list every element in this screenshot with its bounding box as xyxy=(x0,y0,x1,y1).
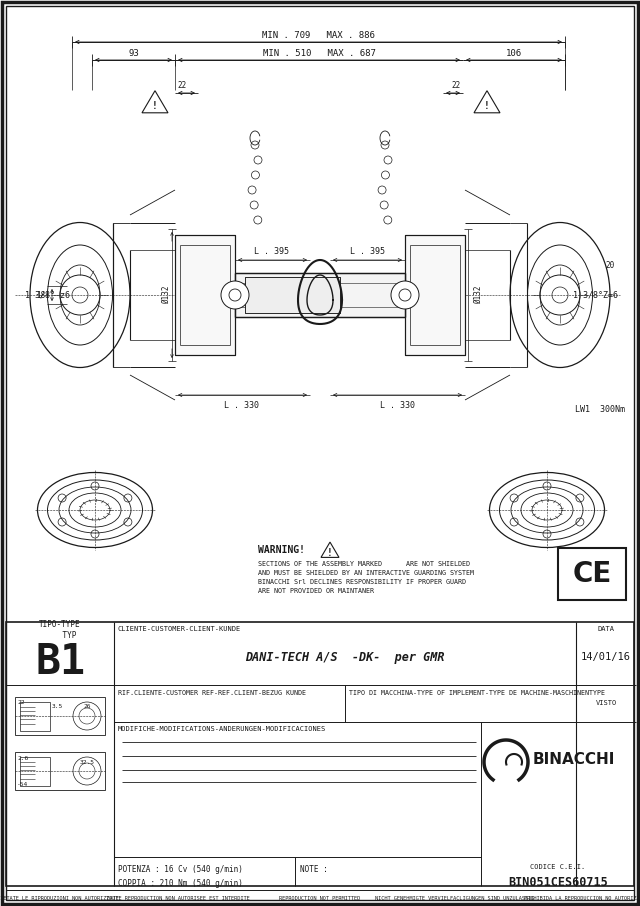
Text: 1 3/8° z6: 1 3/8° z6 xyxy=(25,291,70,300)
Text: !: ! xyxy=(152,101,158,111)
Bar xyxy=(245,277,340,313)
Text: 32.5: 32.5 xyxy=(79,759,95,765)
Text: 14/01/16: 14/01/16 xyxy=(581,652,631,662)
Text: L . 330: L . 330 xyxy=(380,400,415,410)
Text: 26: 26 xyxy=(83,705,91,709)
Circle shape xyxy=(229,289,241,301)
Text: ARE NOT PROVIDED OR MAINTANER: ARE NOT PROVIDED OR MAINTANER xyxy=(258,588,374,594)
Text: AND MUST BE SHIELDED BY AN INTERACTIVE GUARDING SYSTEM: AND MUST BE SHIELDED BY AN INTERACTIVE G… xyxy=(258,570,474,576)
Text: NOTE :: NOTE : xyxy=(300,864,328,873)
Text: BIN051CES60715: BIN051CES60715 xyxy=(508,875,608,889)
Bar xyxy=(405,235,465,355)
Text: 2.6: 2.6 xyxy=(17,756,28,760)
Text: 1 3/8°Z=6: 1 3/8°Z=6 xyxy=(573,291,618,300)
Bar xyxy=(175,235,235,355)
Bar xyxy=(405,235,465,355)
Text: PROHIBIDA LA REPRODUCCION NO AUTORIZADA: PROHIBIDA LA REPRODUCCION NO AUTORIZADA xyxy=(524,895,640,901)
Bar xyxy=(558,548,626,600)
Text: WARNING!: WARNING! xyxy=(258,545,305,555)
Text: TIPO-TYPE
    TYP: TIPO-TYPE TYP xyxy=(39,621,81,640)
Text: 22: 22 xyxy=(177,81,186,90)
Text: L . 395: L . 395 xyxy=(255,247,289,256)
Text: TOUTE REPRODUCTION NON AUTORISEE EST INTERDITE: TOUTE REPRODUCTION NON AUTORISEE EST INT… xyxy=(106,895,250,901)
Text: !: ! xyxy=(484,101,490,111)
Text: DATA: DATA xyxy=(598,626,614,632)
Text: !: ! xyxy=(327,548,333,558)
Text: Ø132: Ø132 xyxy=(474,285,483,304)
Text: B1: B1 xyxy=(35,641,85,683)
Text: POTENZA : 16 Cv (540 g/min): POTENZA : 16 Cv (540 g/min) xyxy=(118,864,243,873)
Text: BINACCHI: BINACCHI xyxy=(533,753,616,767)
Text: DANI-TECH A/S  -DK-  per GMR: DANI-TECH A/S -DK- per GMR xyxy=(245,651,445,663)
Text: RIF.CLIENTE-CUSTOMER REF-REF.CLIENT-BEZUG KUNDE: RIF.CLIENTE-CUSTOMER REF-REF.CLIENT-BEZU… xyxy=(118,690,306,696)
Text: VISTO: VISTO xyxy=(595,700,616,706)
Bar xyxy=(20,702,50,731)
Text: TIPO DI MACCHINA-TYPE OF IMPLEMENT-TYPE DE MACHINE-MASCHINENTYPE: TIPO DI MACCHINA-TYPE OF IMPLEMENT-TYPE … xyxy=(349,690,605,696)
Text: CLIENTE-CUSTOMER-CLIENT-KUNDE: CLIENTE-CUSTOMER-CLIENT-KUNDE xyxy=(118,626,241,632)
Text: 18: 18 xyxy=(36,291,45,300)
Text: MIN . 510   MAX . 687: MIN . 510 MAX . 687 xyxy=(262,49,376,57)
Text: 106: 106 xyxy=(506,49,522,57)
Circle shape xyxy=(221,281,249,309)
Text: SECTIONS OF THE ASSEMBLY MARKED      ARE NOT SHIELDED: SECTIONS OF THE ASSEMBLY MARKED ARE NOT … xyxy=(258,561,470,567)
Circle shape xyxy=(399,289,411,301)
Circle shape xyxy=(391,281,419,309)
Bar xyxy=(245,277,340,313)
Bar xyxy=(15,697,105,735)
Text: 93: 93 xyxy=(128,49,139,57)
Text: Ø132: Ø132 xyxy=(161,285,170,304)
Bar xyxy=(15,752,105,790)
Text: CODICE C.E.I.: CODICE C.E.I. xyxy=(531,864,586,870)
Text: 20: 20 xyxy=(605,261,614,269)
Text: 22: 22 xyxy=(452,81,461,90)
Text: -54: -54 xyxy=(17,782,28,786)
Bar xyxy=(6,622,634,886)
Text: REPRODUCTION NOT PERMITTED: REPRODUCTION NOT PERMITTED xyxy=(280,895,360,901)
Text: VIETATE LE RIPRODUZIONI NON AUTORIZZATE: VIETATE LE RIPRODUZIONI NON AUTORIZZATE xyxy=(0,895,119,901)
Text: 3.5: 3.5 xyxy=(51,705,63,709)
Circle shape xyxy=(227,290,237,300)
Text: COPPIA : 210 Nm (540 g/min): COPPIA : 210 Nm (540 g/min) xyxy=(118,879,243,888)
Text: BINACCHI Srl DECLINES RESPONSIBILITY IF PROPER GUARD: BINACCHI Srl DECLINES RESPONSIBILITY IF … xyxy=(258,579,466,585)
Text: CE: CE xyxy=(572,560,612,588)
Bar xyxy=(235,273,405,317)
Text: MIN . 709   MAX . 886: MIN . 709 MAX . 886 xyxy=(262,31,375,40)
Bar xyxy=(20,757,50,786)
Text: 22: 22 xyxy=(17,700,24,706)
Text: LW1  300Nm: LW1 300Nm xyxy=(575,406,625,415)
Circle shape xyxy=(403,290,413,300)
Text: NICHT GENEHMIGTE VERVIELFACLIGUNGEN SIND UNZULASSIG: NICHT GENEHMIGTE VERVIELFACLIGUNGEN SIND… xyxy=(375,895,534,901)
Bar xyxy=(175,235,235,355)
Text: L . 330: L . 330 xyxy=(225,400,259,410)
Text: L . 395: L . 395 xyxy=(349,247,385,256)
Bar xyxy=(235,273,405,317)
Text: MODIFICHE-MODIFICATIONS-ANDERUNGEN-MODIFICACIONES: MODIFICHE-MODIFICATIONS-ANDERUNGEN-MODIF… xyxy=(118,726,326,732)
